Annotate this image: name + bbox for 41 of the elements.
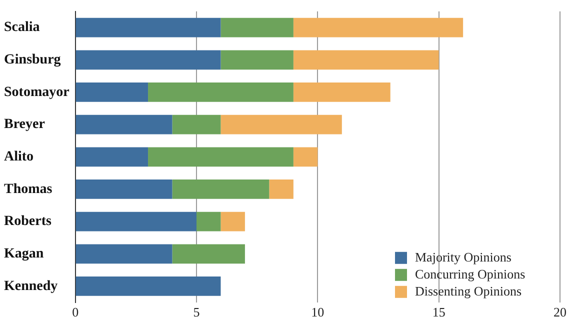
bar bbox=[220, 114, 342, 134]
bar bbox=[76, 244, 172, 264]
bar bbox=[220, 18, 294, 38]
bar bbox=[220, 212, 245, 232]
bar bbox=[76, 18, 221, 38]
bar bbox=[148, 82, 294, 102]
x-tick-label: 20 bbox=[554, 304, 566, 320]
y-tick-label: Breyer bbox=[4, 117, 45, 132]
bar bbox=[76, 276, 221, 296]
bar bbox=[172, 180, 270, 199]
x-tick-label: 15 bbox=[432, 304, 446, 320]
y-tick-label: Scalia bbox=[4, 20, 40, 36]
bar bbox=[76, 180, 172, 199]
legend-label: Majority Opinions bbox=[415, 249, 512, 264]
x-tick-label: 5 bbox=[193, 304, 200, 320]
bar bbox=[269, 180, 294, 199]
bar bbox=[76, 50, 221, 70]
bar bbox=[293, 18, 464, 38]
y-tick-label: Ginsburg bbox=[4, 52, 61, 68]
x-tick-label: 0 bbox=[72, 304, 79, 320]
legend-label: Concurring Opinions bbox=[415, 266, 526, 282]
bar bbox=[220, 50, 294, 70]
bar bbox=[76, 82, 148, 102]
y-tick-label: Alito bbox=[4, 150, 34, 165]
bar bbox=[293, 82, 390, 102]
bar bbox=[293, 147, 318, 167]
bar bbox=[172, 244, 245, 264]
bar bbox=[76, 212, 196, 232]
y-tick-label: Kagan bbox=[4, 246, 44, 262]
bar bbox=[196, 212, 221, 232]
bar bbox=[76, 114, 172, 134]
y-tick-label: Sotomayor bbox=[4, 84, 70, 100]
bar bbox=[76, 147, 148, 167]
bar bbox=[293, 50, 439, 70]
legend-label: Dissenting Opinions bbox=[415, 283, 522, 298]
bar bbox=[172, 114, 221, 134]
y-tick-label: Roberts bbox=[4, 214, 52, 230]
y-tick-label: Kennedy bbox=[4, 278, 58, 294]
x-tick-label: 10 bbox=[311, 304, 324, 320]
y-tick-label: Thomas bbox=[4, 182, 53, 197]
bar bbox=[148, 147, 294, 167]
